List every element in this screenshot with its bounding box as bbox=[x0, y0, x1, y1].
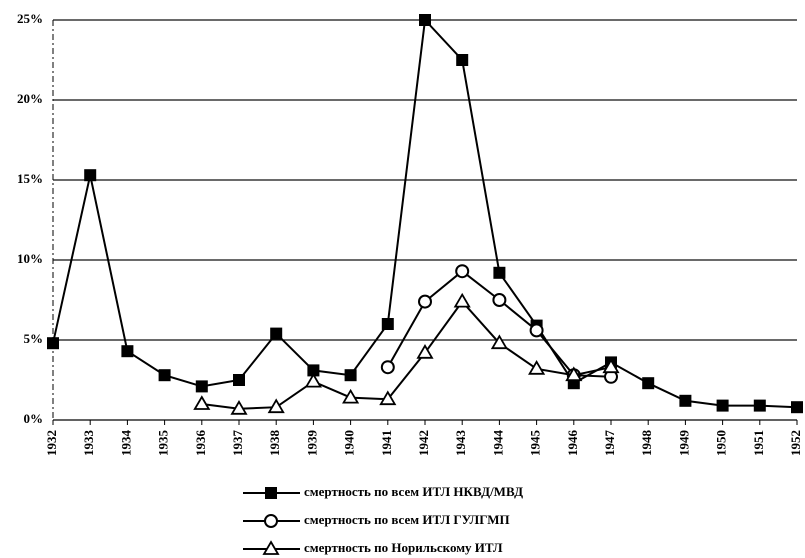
data-point bbox=[380, 360, 395, 375]
y-tick-label: 10% bbox=[17, 251, 43, 266]
data-point bbox=[379, 390, 397, 406]
x-tick-label: 1935 bbox=[156, 430, 171, 457]
x-tick-label: 1941 bbox=[379, 430, 394, 456]
y-tick-label: 0% bbox=[24, 411, 44, 426]
x-tick-label: 1945 bbox=[528, 430, 543, 457]
x-tick-label: 1933 bbox=[81, 430, 96, 457]
legend-label: смертность по Норильскому ИТЛ bbox=[304, 540, 503, 555]
legend-label: смертность по всем ИТЛ НКВД/МВД bbox=[304, 484, 523, 499]
data-point bbox=[84, 169, 97, 182]
data-point bbox=[791, 401, 803, 414]
legend-marker bbox=[265, 487, 277, 499]
x-tick-label: 1932 bbox=[44, 430, 59, 456]
x-tick-label: 1942 bbox=[416, 430, 431, 456]
data-point bbox=[233, 374, 245, 386]
y-tick-label: 20% bbox=[17, 91, 43, 106]
data-point bbox=[416, 344, 434, 359]
data-point bbox=[642, 377, 655, 390]
data-point bbox=[304, 372, 322, 388]
x-tick-label: 1950 bbox=[714, 430, 729, 456]
data-point bbox=[158, 369, 171, 382]
data-point bbox=[230, 400, 248, 415]
x-tick-label: 1946 bbox=[565, 430, 580, 457]
data-point bbox=[679, 394, 692, 407]
x-tick-label: 1951 bbox=[751, 430, 766, 456]
y-tick-label: 25% bbox=[17, 11, 43, 26]
data-point bbox=[418, 294, 432, 309]
data-point bbox=[307, 364, 320, 377]
x-tick-label: 1936 bbox=[193, 430, 208, 457]
data-point bbox=[492, 293, 507, 307]
x-tick-label: 1949 bbox=[676, 430, 691, 457]
y-tick-label: 15% bbox=[17, 171, 43, 186]
data-point bbox=[381, 318, 394, 330]
data-point bbox=[453, 292, 471, 308]
legend-marker bbox=[262, 540, 280, 555]
x-tick-label: 1943 bbox=[453, 430, 468, 457]
data-point bbox=[529, 323, 544, 338]
data-point bbox=[267, 398, 285, 414]
y-tick-label: 5% bbox=[24, 331, 44, 346]
x-tick-label: 1952 bbox=[788, 430, 803, 456]
data-point bbox=[344, 369, 357, 382]
series-line bbox=[201, 300, 612, 410]
data-point bbox=[565, 366, 583, 382]
x-tick-label: 1944 bbox=[490, 430, 505, 457]
x-tick-label: 1937 bbox=[230, 430, 245, 457]
data-point bbox=[121, 345, 134, 358]
data-point bbox=[716, 399, 729, 412]
data-point bbox=[419, 14, 431, 26]
legend-label: смертность по всем ИТЛ ГУЛГМП bbox=[304, 512, 510, 527]
data-point bbox=[195, 380, 208, 393]
series-line bbox=[386, 269, 612, 378]
data-point bbox=[753, 399, 766, 412]
x-tick-label: 1934 bbox=[118, 430, 133, 457]
data-point bbox=[602, 358, 620, 374]
x-tick-label: 1947 bbox=[602, 430, 617, 457]
legend-marker bbox=[264, 514, 278, 528]
data-point bbox=[493, 266, 506, 279]
x-tick-label: 1938 bbox=[267, 430, 282, 457]
data-point bbox=[270, 327, 283, 340]
data-point bbox=[47, 337, 59, 350]
data-point bbox=[528, 360, 546, 375]
x-tick-label: 1948 bbox=[639, 430, 654, 457]
x-tick-label: 1939 bbox=[304, 430, 319, 457]
x-tick-label: 1940 bbox=[342, 430, 357, 456]
data-point bbox=[456, 54, 469, 66]
data-point bbox=[193, 395, 211, 410]
data-point bbox=[342, 388, 360, 404]
data-point bbox=[490, 334, 508, 350]
data-point bbox=[455, 264, 470, 279]
